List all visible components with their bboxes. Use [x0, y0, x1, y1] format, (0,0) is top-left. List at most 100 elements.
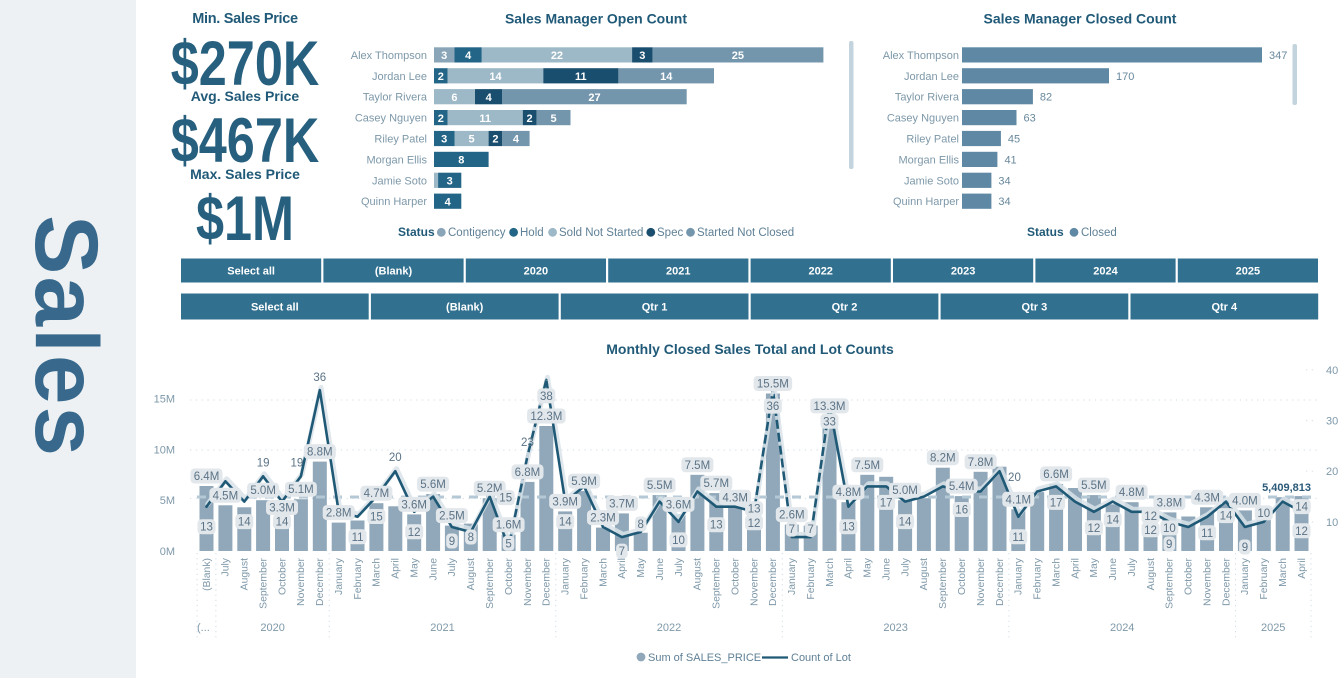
svg-text:(Blank): (Blank)	[202, 558, 213, 591]
svg-text:August: August	[1146, 558, 1157, 590]
svg-text:8: 8	[458, 155, 464, 167]
svg-text:17: 17	[880, 497, 893, 509]
svg-text:5.0M: 5.0M	[250, 485, 276, 497]
svg-text:October: October	[957, 557, 968, 595]
svg-text:May: May	[863, 557, 874, 577]
svg-text:4.0M: 4.0M	[1232, 495, 1258, 507]
svg-text:September: September	[712, 557, 723, 608]
svg-text:October: October	[277, 557, 288, 595]
svg-text:8.8M: 8.8M	[307, 447, 333, 459]
svg-text:Select all: Select all	[251, 302, 299, 314]
svg-text:13: 13	[710, 520, 723, 532]
svg-text:March: March	[598, 558, 609, 587]
svg-text:Morgan Ellis: Morgan Ellis	[898, 154, 959, 166]
svg-text:5.9M: 5.9M	[571, 476, 597, 488]
svg-text:30: 30	[1326, 416, 1338, 428]
svg-text:Sales Manager Closed Count: Sales Manager Closed Count	[984, 11, 1177, 27]
svg-text:14: 14	[559, 517, 572, 529]
svg-text:$270K: $270K	[171, 29, 319, 100]
svg-text:2: 2	[492, 134, 498, 146]
svg-text:2025: 2025	[1236, 266, 1260, 278]
svg-text:3.8M: 3.8M	[1157, 497, 1183, 509]
svg-text:Status: Status	[1027, 225, 1064, 239]
svg-text:2023: 2023	[951, 266, 975, 278]
svg-text:Riley Patel: Riley Patel	[906, 134, 959, 146]
svg-text:3: 3	[441, 50, 447, 62]
svg-text:11: 11	[1201, 528, 1213, 540]
svg-text:Sales: Sales	[17, 215, 117, 456]
svg-text:6: 6	[451, 92, 457, 104]
svg-text:7.5M: 7.5M	[685, 460, 711, 472]
svg-text:14: 14	[1220, 511, 1233, 523]
svg-text:Jamie Soto: Jamie Soto	[372, 175, 427, 187]
svg-text:March: March	[1051, 558, 1062, 587]
svg-text:Casey Nguyen: Casey Nguyen	[887, 113, 959, 125]
svg-text:2023: 2023	[883, 622, 907, 634]
svg-text:14: 14	[1106, 515, 1119, 527]
svg-text:August: August	[919, 558, 930, 590]
svg-text:2.5M: 2.5M	[439, 511, 465, 523]
svg-text:15: 15	[499, 493, 512, 505]
svg-text:Sum of SALES_PRICE: Sum of SALES_PRICE	[648, 652, 761, 664]
svg-text:June: June	[655, 558, 666, 581]
svg-text:25: 25	[732, 50, 744, 62]
svg-text:33: 33	[823, 416, 836, 428]
svg-text:5: 5	[469, 134, 475, 146]
svg-text:6.6M: 6.6M	[1043, 469, 1069, 481]
svg-text:Count of Lot: Count of Lot	[791, 652, 851, 664]
svg-text:3.9M: 3.9M	[552, 496, 578, 508]
svg-text:November: November	[1202, 557, 1213, 605]
svg-text:4: 4	[513, 134, 520, 146]
svg-text:Contigency: Contigency	[448, 227, 506, 239]
svg-text:4.8M: 4.8M	[1119, 487, 1145, 499]
svg-text:December: December	[1221, 557, 1232, 605]
svg-text:14: 14	[238, 517, 251, 529]
svg-text:September: September	[258, 557, 269, 608]
svg-text:February: February	[579, 557, 590, 599]
svg-text:December: December	[995, 557, 1006, 605]
svg-text:12: 12	[1144, 511, 1157, 523]
svg-text:January: January	[334, 557, 345, 595]
svg-text:11: 11	[1012, 532, 1024, 544]
svg-text:15: 15	[370, 512, 383, 524]
svg-text:14: 14	[1295, 502, 1308, 514]
svg-text:July: July	[674, 557, 685, 576]
svg-text:July: July	[447, 557, 458, 576]
svg-text:Jordan Lee: Jordan Lee	[372, 71, 427, 83]
svg-text:82: 82	[1040, 92, 1052, 104]
svg-text:7.5M: 7.5M	[855, 460, 881, 472]
svg-text:April: April	[1070, 558, 1081, 579]
svg-text:September: September	[1165, 557, 1176, 608]
svg-text:$1M: $1M	[196, 184, 294, 255]
svg-text:170: 170	[1116, 71, 1134, 83]
svg-text:12: 12	[1087, 523, 1100, 535]
svg-text:Sales Manager Open Count: Sales Manager Open Count	[505, 11, 687, 27]
svg-text:5.5M: 5.5M	[1081, 480, 1107, 492]
svg-text:October: October	[1184, 557, 1195, 595]
svg-text:July: July	[221, 557, 232, 576]
svg-text:May: May	[410, 557, 421, 577]
svg-text:2020: 2020	[260, 622, 284, 634]
svg-text:4.1M: 4.1M	[1006, 494, 1032, 506]
svg-text:17: 17	[1050, 497, 1063, 509]
svg-text:Qtr 4: Qtr 4	[1211, 302, 1238, 314]
svg-text:Jordan Lee: Jordan Lee	[904, 71, 959, 83]
svg-text:5.7M: 5.7M	[703, 478, 729, 490]
svg-text:Sold Not Started: Sold Not Started	[559, 227, 643, 239]
svg-text:41: 41	[1004, 154, 1016, 166]
svg-text:10: 10	[1163, 523, 1176, 535]
svg-text:April: April	[617, 558, 628, 579]
svg-text:5.1M: 5.1M	[288, 484, 314, 496]
svg-text:Casey Nguyen: Casey Nguyen	[355, 113, 427, 125]
svg-text:8: 8	[468, 532, 474, 544]
svg-text:5.4M: 5.4M	[949, 481, 975, 493]
svg-text:2020: 2020	[524, 266, 548, 278]
svg-text:13: 13	[200, 522, 213, 534]
svg-text:November: November	[523, 557, 534, 605]
svg-text:November: November	[296, 557, 307, 605]
svg-text:9: 9	[1166, 539, 1172, 551]
svg-text:June: June	[1108, 558, 1119, 581]
svg-text:4: 4	[445, 196, 452, 208]
svg-text:Status: Status	[398, 225, 435, 239]
svg-text:45: 45	[1008, 134, 1020, 146]
